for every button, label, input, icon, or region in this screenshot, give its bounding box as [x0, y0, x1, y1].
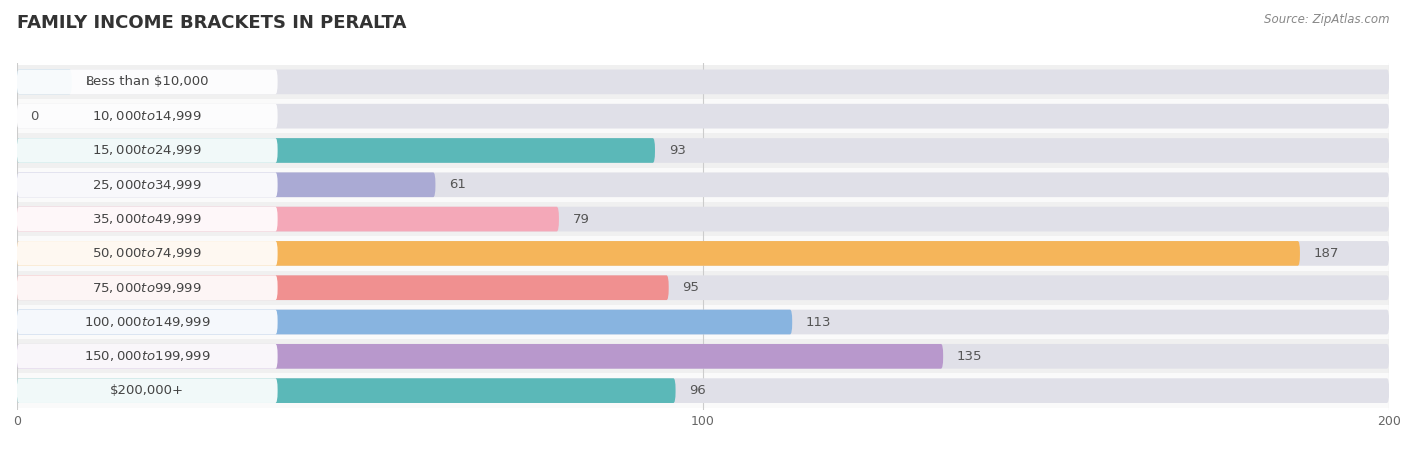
- FancyBboxPatch shape: [17, 344, 277, 369]
- FancyBboxPatch shape: [17, 207, 1389, 231]
- FancyBboxPatch shape: [17, 344, 943, 369]
- FancyBboxPatch shape: [17, 69, 1389, 94]
- FancyBboxPatch shape: [17, 310, 1389, 334]
- FancyBboxPatch shape: [17, 378, 1389, 403]
- FancyBboxPatch shape: [17, 344, 1389, 369]
- FancyBboxPatch shape: [17, 207, 277, 231]
- Text: $200,000+: $200,000+: [110, 384, 184, 397]
- Text: 61: 61: [449, 178, 465, 191]
- Text: Less than $10,000: Less than $10,000: [86, 75, 208, 88]
- Text: 187: 187: [1313, 247, 1339, 260]
- FancyBboxPatch shape: [17, 104, 277, 129]
- FancyBboxPatch shape: [17, 172, 277, 197]
- FancyBboxPatch shape: [17, 138, 277, 163]
- Text: $100,000 to $149,999: $100,000 to $149,999: [84, 315, 211, 329]
- Text: $10,000 to $14,999: $10,000 to $14,999: [93, 109, 202, 123]
- Text: 79: 79: [572, 212, 589, 225]
- Text: FAMILY INCOME BRACKETS IN PERALTA: FAMILY INCOME BRACKETS IN PERALTA: [17, 14, 406, 32]
- FancyBboxPatch shape: [17, 378, 277, 403]
- FancyBboxPatch shape: [17, 378, 675, 403]
- FancyBboxPatch shape: [17, 241, 1389, 266]
- FancyBboxPatch shape: [17, 241, 277, 266]
- Text: $25,000 to $34,999: $25,000 to $34,999: [93, 178, 202, 192]
- FancyBboxPatch shape: [17, 172, 436, 197]
- Bar: [17, 305, 1389, 339]
- FancyBboxPatch shape: [17, 138, 1389, 163]
- Text: $15,000 to $24,999: $15,000 to $24,999: [93, 144, 202, 158]
- Bar: [17, 133, 1389, 168]
- FancyBboxPatch shape: [17, 241, 1301, 266]
- FancyBboxPatch shape: [17, 104, 1389, 129]
- Bar: [17, 99, 1389, 133]
- Text: Source: ZipAtlas.com: Source: ZipAtlas.com: [1264, 14, 1389, 27]
- FancyBboxPatch shape: [17, 310, 792, 334]
- FancyBboxPatch shape: [17, 69, 277, 94]
- Text: $75,000 to $99,999: $75,000 to $99,999: [93, 281, 202, 295]
- Bar: [17, 202, 1389, 236]
- FancyBboxPatch shape: [17, 138, 655, 163]
- Text: 113: 113: [806, 315, 831, 328]
- FancyBboxPatch shape: [17, 69, 72, 94]
- FancyBboxPatch shape: [17, 172, 1389, 197]
- Text: 93: 93: [669, 144, 686, 157]
- Bar: [17, 339, 1389, 374]
- Text: 135: 135: [957, 350, 983, 363]
- Text: 8: 8: [86, 75, 94, 88]
- Bar: [17, 65, 1389, 99]
- Text: 0: 0: [31, 110, 39, 123]
- Bar: [17, 236, 1389, 270]
- Bar: [17, 374, 1389, 408]
- Bar: [17, 168, 1389, 202]
- FancyBboxPatch shape: [17, 275, 1389, 300]
- Text: 95: 95: [682, 281, 699, 294]
- FancyBboxPatch shape: [17, 310, 277, 334]
- Text: 96: 96: [689, 384, 706, 397]
- FancyBboxPatch shape: [17, 207, 560, 231]
- Text: $50,000 to $74,999: $50,000 to $74,999: [93, 247, 202, 261]
- Text: $35,000 to $49,999: $35,000 to $49,999: [93, 212, 202, 226]
- Text: $150,000 to $199,999: $150,000 to $199,999: [84, 349, 211, 363]
- Bar: [17, 270, 1389, 305]
- FancyBboxPatch shape: [17, 275, 669, 300]
- FancyBboxPatch shape: [17, 275, 277, 300]
